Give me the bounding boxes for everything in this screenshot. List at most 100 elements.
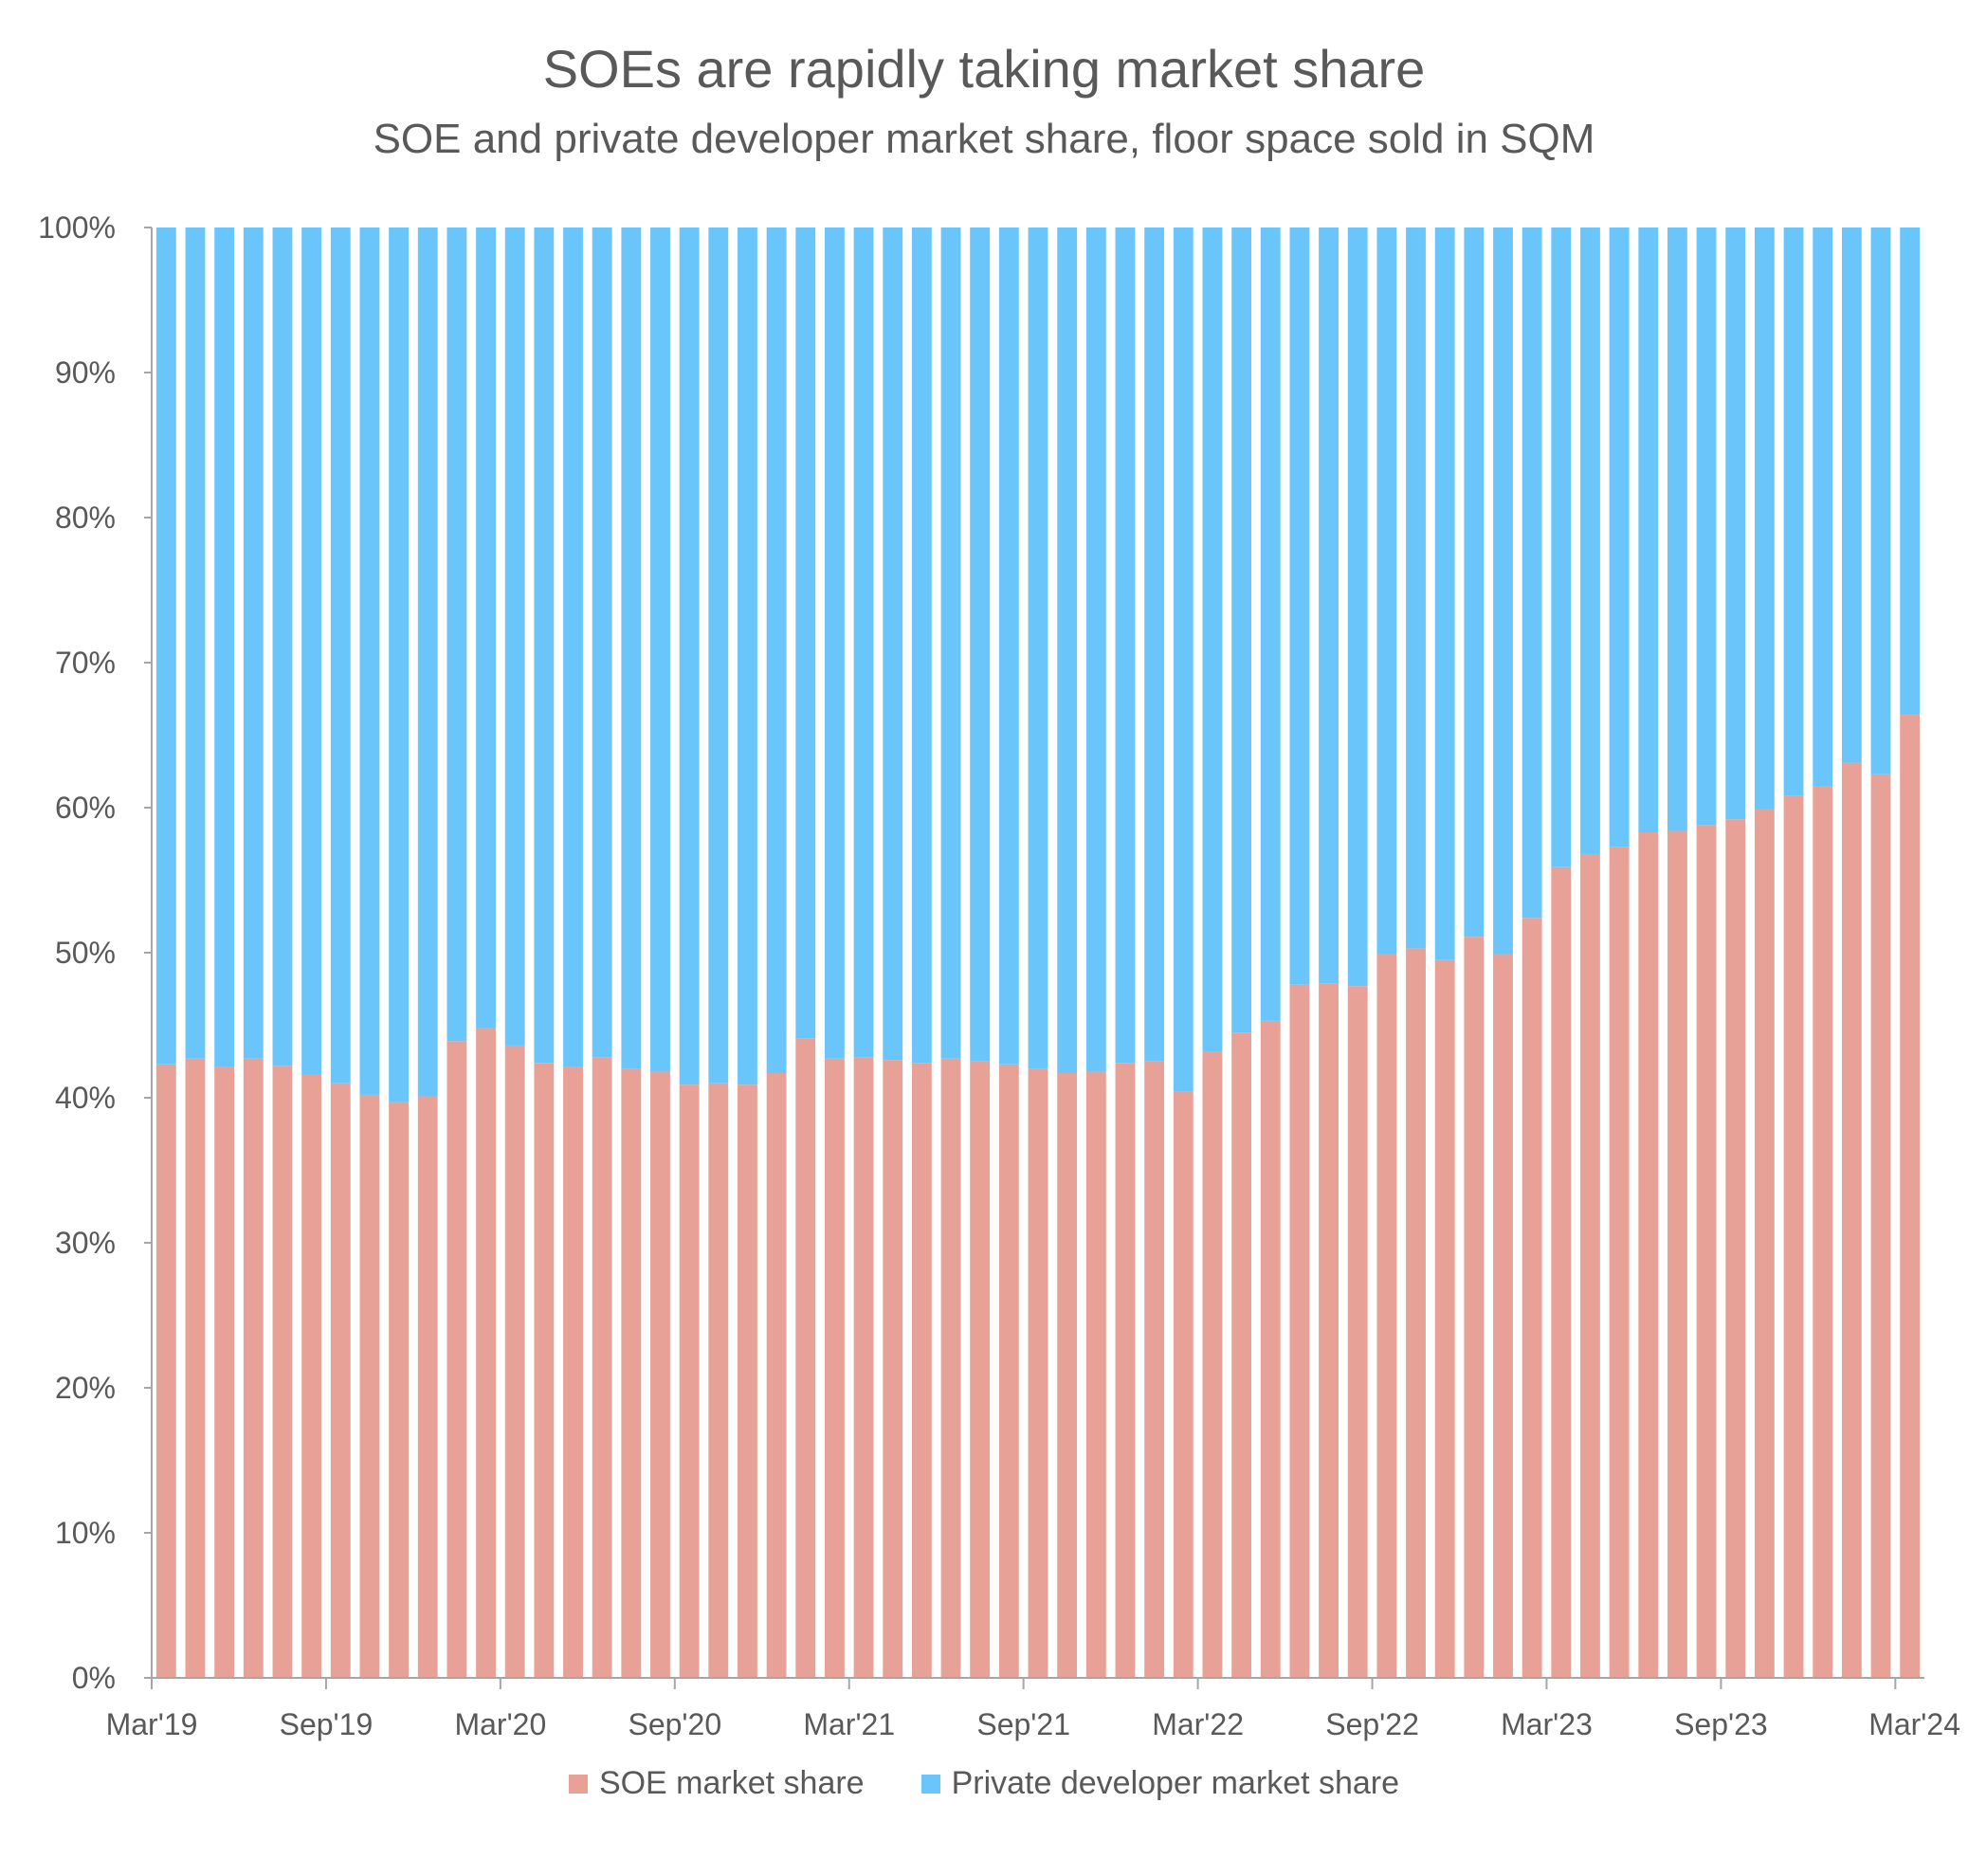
bar-soe: [1783, 795, 1804, 1678]
bar-private: [1725, 228, 1746, 820]
bar-private: [1667, 228, 1687, 831]
legend-swatch-private: [920, 1774, 940, 1794]
bar-soe: [998, 1064, 1019, 1678]
bar-soe: [1173, 1091, 1194, 1678]
bar-private: [1580, 228, 1600, 854]
bar-soe: [155, 1064, 176, 1678]
bar-soe: [824, 1058, 845, 1678]
bar-soe: [940, 1058, 961, 1678]
x-tick-label: Mar'20: [454, 1707, 546, 1741]
bar-soe: [1347, 986, 1368, 1678]
bar-private: [1493, 228, 1513, 955]
bar-soe: [650, 1071, 670, 1678]
bar-soe: [621, 1068, 642, 1678]
bar-private: [1289, 228, 1310, 985]
bar-soe: [1696, 825, 1717, 1678]
bar-soe: [243, 1058, 264, 1678]
bar-soe: [766, 1072, 787, 1678]
bar-soe: [1057, 1072, 1078, 1678]
bar-soe: [446, 1041, 467, 1678]
bar-private: [185, 228, 206, 1059]
bar-soe: [1319, 983, 1339, 1678]
bar-private: [1231, 228, 1252, 1033]
x-tick-label: Mar'21: [803, 1707, 895, 1741]
bar-soe: [1115, 1063, 1136, 1678]
bar-private: [214, 228, 235, 1067]
bar-private: [592, 228, 612, 1058]
bar-private: [1376, 228, 1397, 955]
bar-soe: [504, 1045, 525, 1678]
bar-soe: [1260, 1020, 1281, 1678]
chart-subtitle: SOE and private developer market share, …: [373, 116, 1595, 162]
bar-private: [883, 228, 903, 1061]
bar-soe: [534, 1063, 555, 1678]
bar-private: [301, 228, 322, 1075]
bar-private: [1522, 228, 1542, 919]
bar-private: [446, 228, 467, 1042]
bar-private: [1202, 228, 1223, 1052]
bar-soe: [1464, 937, 1485, 1678]
bar-soe: [1376, 954, 1397, 1678]
bar-private: [155, 228, 176, 1065]
bar-private: [1609, 228, 1630, 847]
bar-private: [272, 228, 293, 1066]
y-tick-label: 90%: [55, 355, 116, 390]
bar-private: [1434, 228, 1455, 960]
bar-soe: [1144, 1061, 1165, 1678]
bar-soe: [563, 1066, 583, 1678]
bar-soe: [1900, 715, 1921, 1678]
bar-private: [1754, 228, 1775, 810]
legend-label-soe: SOE market share: [598, 1765, 865, 1801]
x-tick-label: Mar'22: [1152, 1707, 1244, 1741]
bar-private: [853, 228, 874, 1058]
bar-private: [970, 228, 991, 1062]
bar-soe: [1493, 954, 1513, 1678]
bar-private: [1464, 228, 1485, 938]
bar-private: [417, 228, 438, 1097]
bar-soe: [1434, 959, 1455, 1678]
bar-private: [621, 228, 642, 1069]
bar-soe: [1841, 762, 1862, 1678]
bar-soe: [1667, 830, 1687, 1678]
x-tick-label: Sep'21: [976, 1707, 1070, 1741]
bar-soe: [1085, 1071, 1106, 1678]
bar-soe: [1028, 1068, 1048, 1678]
x-tick-label: Mar'19: [106, 1707, 198, 1741]
bar-private: [1638, 228, 1659, 833]
y-tick-label: 30%: [55, 1226, 116, 1260]
bar-private: [1406, 228, 1426, 949]
y-tick-label: 100%: [38, 210, 116, 245]
bar-soe: [853, 1057, 874, 1678]
bar-private: [1813, 228, 1833, 787]
bar-soe: [476, 1028, 496, 1678]
bar-soe: [214, 1066, 235, 1678]
bar-private: [243, 228, 264, 1059]
bar-private: [1260, 228, 1281, 1021]
bar-soe: [1231, 1032, 1252, 1678]
bar-soe: [301, 1074, 322, 1678]
bar-private: [738, 228, 757, 1085]
bar-private: [504, 228, 525, 1046]
bar-soe: [272, 1065, 293, 1678]
bar-soe: [708, 1083, 729, 1678]
bar-private: [1319, 228, 1339, 984]
bar-private: [650, 228, 670, 1072]
bar-soe: [1522, 918, 1542, 1678]
chart-title: SOEs are rapidly taking market share: [542, 39, 1426, 99]
bar-soe: [883, 1060, 903, 1678]
y-tick-label: 10%: [55, 1516, 116, 1550]
bar-soe: [911, 1063, 932, 1678]
bar-private: [1551, 228, 1572, 867]
bar-private: [1696, 228, 1717, 826]
bar-soe: [1551, 866, 1572, 1678]
y-tick-label: 50%: [55, 936, 116, 970]
bar-private: [1028, 228, 1048, 1069]
x-tick-label: Sep'23: [1674, 1707, 1768, 1741]
bar-private: [766, 228, 787, 1073]
y-tick-label: 20%: [55, 1371, 116, 1405]
y-tick-label: 80%: [55, 501, 116, 535]
bar-private: [476, 228, 496, 1029]
bar-private: [1057, 228, 1078, 1073]
bar-private: [795, 228, 816, 1039]
